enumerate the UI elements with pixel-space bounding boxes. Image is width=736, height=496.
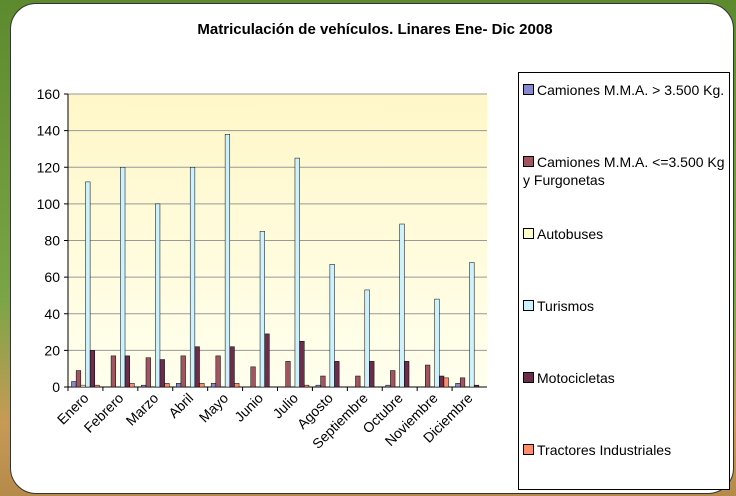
bar xyxy=(459,377,466,388)
y-tick-label: 20 xyxy=(44,342,60,358)
legend-swatch xyxy=(523,84,534,95)
y-tick-label: 60 xyxy=(44,269,60,285)
bar xyxy=(229,346,235,388)
bar xyxy=(120,167,126,388)
bar xyxy=(439,375,445,388)
y-tick-label: 40 xyxy=(44,306,60,322)
bar xyxy=(329,264,335,388)
legend-swatch xyxy=(523,300,534,311)
bar xyxy=(164,383,170,388)
legend-item: Motocicletas xyxy=(523,369,735,387)
y-tick-label: 0 xyxy=(52,379,60,395)
x-tick-label: Abril xyxy=(165,390,196,421)
bar xyxy=(473,384,480,388)
legend-label: Autobuses xyxy=(537,226,604,242)
bar xyxy=(199,383,205,388)
bar xyxy=(404,361,410,388)
bar xyxy=(299,340,305,388)
bar xyxy=(80,384,86,388)
y-tick-label: 140 xyxy=(37,123,61,139)
bar xyxy=(334,361,340,388)
bar xyxy=(320,375,326,388)
bar xyxy=(85,181,91,388)
bar xyxy=(110,355,116,388)
bar xyxy=(399,223,405,388)
bar xyxy=(94,384,100,388)
bar xyxy=(89,350,96,388)
x-tick-label: Mayo xyxy=(196,390,232,426)
x-tick-label: Junio xyxy=(231,390,266,425)
bar xyxy=(141,384,147,388)
bar xyxy=(145,357,151,388)
y-tick-label: 100 xyxy=(37,196,61,212)
bar xyxy=(434,298,440,388)
legend-label: Camiones M.M.A. > 3.500 Kg. xyxy=(537,82,725,98)
bar xyxy=(455,383,461,388)
bar xyxy=(390,370,396,388)
bar xyxy=(315,384,321,388)
legend-item: Turismos xyxy=(523,297,735,315)
bar xyxy=(215,355,221,388)
bar xyxy=(175,383,182,388)
bar xyxy=(285,361,291,388)
bar xyxy=(385,384,391,388)
legend-label: Motocicletas xyxy=(537,370,615,386)
chart-title: Matriculación de vehículos. Linares Ene-… xyxy=(197,21,552,38)
legend: Camiones M.M.A. > 3.500 Kg. Camiones M.M.… xyxy=(518,72,730,490)
bar xyxy=(259,231,265,388)
bar xyxy=(224,134,231,388)
bar xyxy=(234,383,240,388)
y-tick-label: 160 xyxy=(37,86,61,102)
bar xyxy=(210,383,217,388)
legend-swatch xyxy=(523,228,534,239)
bar xyxy=(180,355,186,388)
bar xyxy=(155,203,161,388)
bar xyxy=(194,346,200,388)
legend-item: Camiones M.M.A. <=3.500 Kg y Furgonetas xyxy=(523,153,735,189)
bar xyxy=(355,375,361,388)
bar xyxy=(369,361,375,388)
bar xyxy=(294,157,300,388)
bar xyxy=(159,359,165,388)
legend-swatch xyxy=(523,372,534,383)
bar xyxy=(189,167,196,388)
legend-item: Autobuses xyxy=(523,225,735,243)
legend-swatch xyxy=(523,156,534,167)
legend-item: Tractores Industriales xyxy=(523,441,735,459)
bar xyxy=(71,381,77,388)
bar xyxy=(425,364,431,388)
x-tick-label: Febrero xyxy=(81,390,127,436)
legend-label: Tractores Industriales xyxy=(537,442,672,458)
bar xyxy=(469,262,475,388)
bar xyxy=(264,333,270,388)
x-tick-label: Marzo xyxy=(123,390,162,429)
legend-swatch xyxy=(523,444,534,455)
bar xyxy=(443,377,449,388)
bar xyxy=(304,384,310,388)
legend-label: Camiones M.M.A. <=3.500 Kg y Furgonetas xyxy=(523,154,725,188)
bar xyxy=(129,383,135,388)
y-tick-label: 120 xyxy=(37,159,61,175)
y-tick-label: 80 xyxy=(44,233,60,249)
legend-label: Turismos xyxy=(537,298,595,314)
bar xyxy=(124,355,130,388)
bar xyxy=(75,370,82,388)
bar xyxy=(364,289,370,388)
legend-item: Camiones M.M.A. > 3.500 Kg. xyxy=(523,81,735,99)
bar xyxy=(250,366,256,388)
